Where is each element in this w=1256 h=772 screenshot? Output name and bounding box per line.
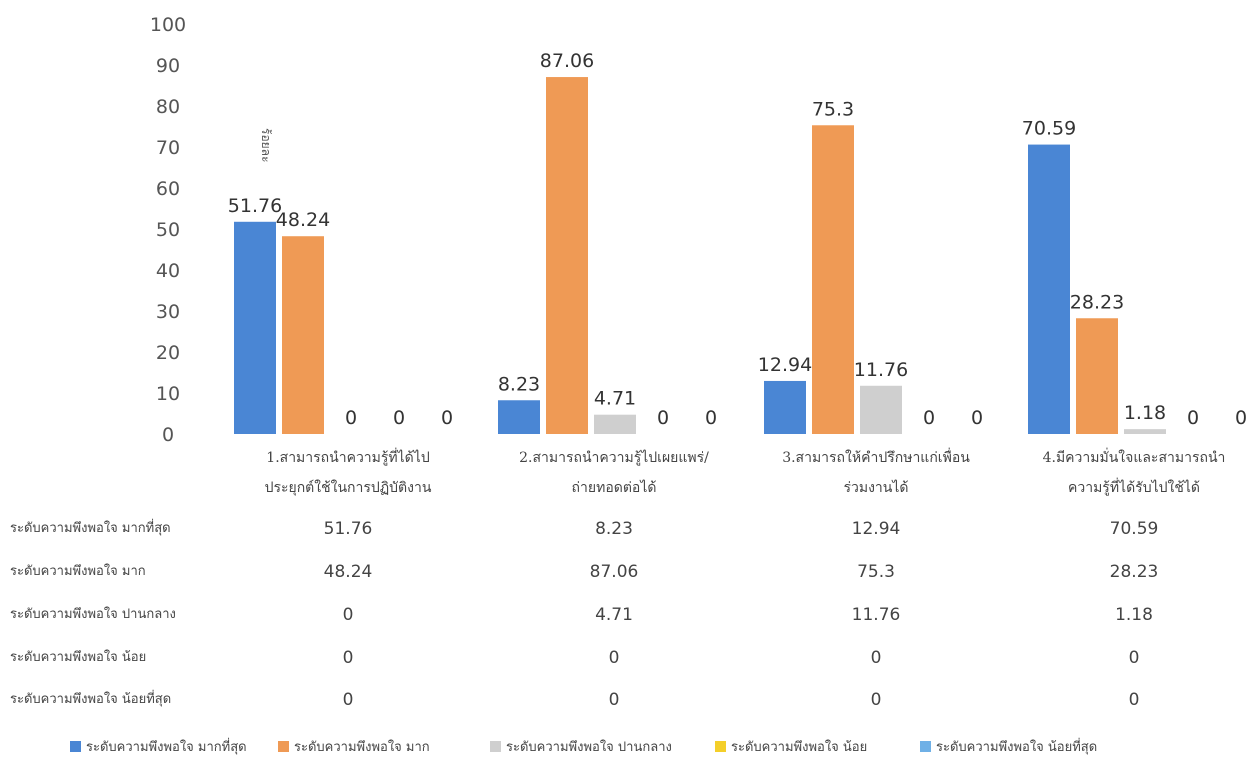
table-cell: 1.18 <box>1115 605 1153 625</box>
legend-swatch <box>920 741 931 752</box>
table-cell: 0 <box>609 690 620 710</box>
y-tick-label: 70 <box>156 137 180 159</box>
data-label: 11.76 <box>854 359 908 381</box>
table-cell: 4.71 <box>595 605 633 625</box>
y-axis-title: ร้อยละ <box>259 128 273 162</box>
table-cell: 12.94 <box>852 519 901 539</box>
bar <box>498 400 540 434</box>
legend: ระดับความพึงพอใจ มากที่สุด ระดับความพึงพอ… <box>70 738 1097 755</box>
bar <box>234 221 276 434</box>
data-label: 51.76 <box>228 195 282 217</box>
y-tick-label: 90 <box>156 55 180 77</box>
table-cell: 51.76 <box>324 519 373 539</box>
table-cell: 48.24 <box>324 562 373 582</box>
data-label: 0 <box>971 407 983 429</box>
data-label: 8.23 <box>498 373 540 395</box>
plot-area: 51.768.2312.9470.5948.2487.0675.328.2304… <box>228 50 1247 435</box>
data-label: 0 <box>1187 407 1199 429</box>
category-label: ถ่ายทอดต่อได้ <box>572 479 657 496</box>
legend-label: ระดับความพึงพอใจ มากที่สุด <box>86 738 247 755</box>
category-label: ร่วมงานได้ <box>843 479 908 496</box>
data-label: 4.71 <box>594 388 636 410</box>
y-tick-label: 20 <box>156 342 180 364</box>
table-row-label: ระดับความพึงพอใจ น้อยที่สุด <box>10 690 171 707</box>
y-tick-label: 0 <box>162 424 174 446</box>
data-label: 0 <box>345 407 357 429</box>
data-label: 1.18 <box>1124 402 1166 424</box>
data-table: ระดับความพึงพอใจ มากที่สุด 51.76 8.23 12.94… <box>10 519 1158 710</box>
table-cell: 0 <box>1129 690 1140 710</box>
table-cell: 0 <box>343 648 354 668</box>
table-cell: 0 <box>609 648 620 668</box>
data-label: 0 <box>441 407 453 429</box>
y-tick-label: 30 <box>156 301 180 323</box>
table-cell: 0 <box>1129 648 1140 668</box>
category-label: ความรู้ที่ได้รับไปใช้ได้ <box>1068 478 1200 496</box>
data-label: 0 <box>657 407 669 429</box>
y-tick-label: 60 <box>156 178 180 200</box>
legend-swatch <box>490 741 501 752</box>
bar <box>812 125 854 435</box>
legend-swatch <box>70 741 81 752</box>
table-row-label: ระดับความพึงพอใจ ปานกลาง <box>10 606 176 622</box>
category-label: 3.สามารถให้คำปรึกษาแก่เพื่อน <box>782 448 970 466</box>
table-cell: 8.23 <box>595 519 633 539</box>
data-label: 12.94 <box>758 354 812 376</box>
category-label: 4.มีความมั่นใจและสามารถนำ <box>1043 448 1226 466</box>
y-tick-label: 40 <box>156 260 180 282</box>
legend-label: ระดับความพึงพอใจ น้อยที่สุด <box>936 738 1097 755</box>
data-label: 48.24 <box>276 209 330 231</box>
table-cell: 0 <box>871 690 882 710</box>
table-cell: 0 <box>343 690 354 710</box>
table-row-label: ระดับความพึงพอใจ มาก <box>10 563 146 579</box>
category-label: 1.สามารถนำความรู้ที่ได้ไป <box>266 448 430 466</box>
table-cell: 28.23 <box>1110 562 1159 582</box>
legend-label: ระดับความพึงพอใจ มาก <box>294 739 430 755</box>
bar <box>1028 144 1070 434</box>
data-label: 75.3 <box>812 98 854 120</box>
data-label: 0 <box>923 407 935 429</box>
y-axis: 0 10 20 30 40 50 60 70 80 90 100 <box>150 14 186 446</box>
table-cell: 0 <box>343 605 354 625</box>
data-label: 28.23 <box>1070 291 1124 313</box>
table-cell: 70.59 <box>1110 519 1159 539</box>
bar <box>860 385 902 434</box>
data-label: 87.06 <box>540 50 594 72</box>
y-tick-label: 80 <box>156 96 180 118</box>
table-row-label: ระดับความพึงพอใจ น้อย <box>10 649 146 665</box>
table-cell: 11.76 <box>852 605 901 625</box>
data-label: 0 <box>1235 407 1247 429</box>
bar <box>282 236 324 434</box>
y-axis-label: ร้อยละ <box>259 128 273 162</box>
y-tick-label: 10 <box>156 383 180 405</box>
table-cell: 0 <box>871 648 882 668</box>
legend-swatch <box>278 741 289 752</box>
y-tick-label: 100 <box>150 14 186 36</box>
table-cell: 75.3 <box>857 562 895 582</box>
bar <box>594 414 636 434</box>
bar <box>546 77 588 434</box>
legend-label: ระดับความพึงพอใจ ปานกลาง <box>506 739 672 755</box>
legend-label: ระดับความพึงพอใจ น้อย <box>731 739 867 755</box>
bar <box>1076 318 1118 434</box>
y-tick-label: 50 <box>156 219 180 241</box>
data-label: 0 <box>705 407 717 429</box>
x-axis-categories: 1.สามารถนำความรู้ที่ได้ไปประยุกต์ใช้ในกา… <box>265 448 1226 496</box>
data-label: 70.59 <box>1022 118 1076 140</box>
bar <box>1124 429 1166 434</box>
data-label: 0 <box>393 407 405 429</box>
category-label: ประยุกต์ใช้ในการปฏิบัติงาน <box>265 479 432 496</box>
category-label: 2.สามารถนำความรู้ไปเผยแพร่/ <box>519 449 709 466</box>
table-row-label: ระดับความพึงพอใจ มากที่สุด <box>10 519 171 536</box>
bar <box>764 380 806 434</box>
legend-swatch <box>715 741 726 752</box>
table-cell: 87.06 <box>590 562 639 582</box>
